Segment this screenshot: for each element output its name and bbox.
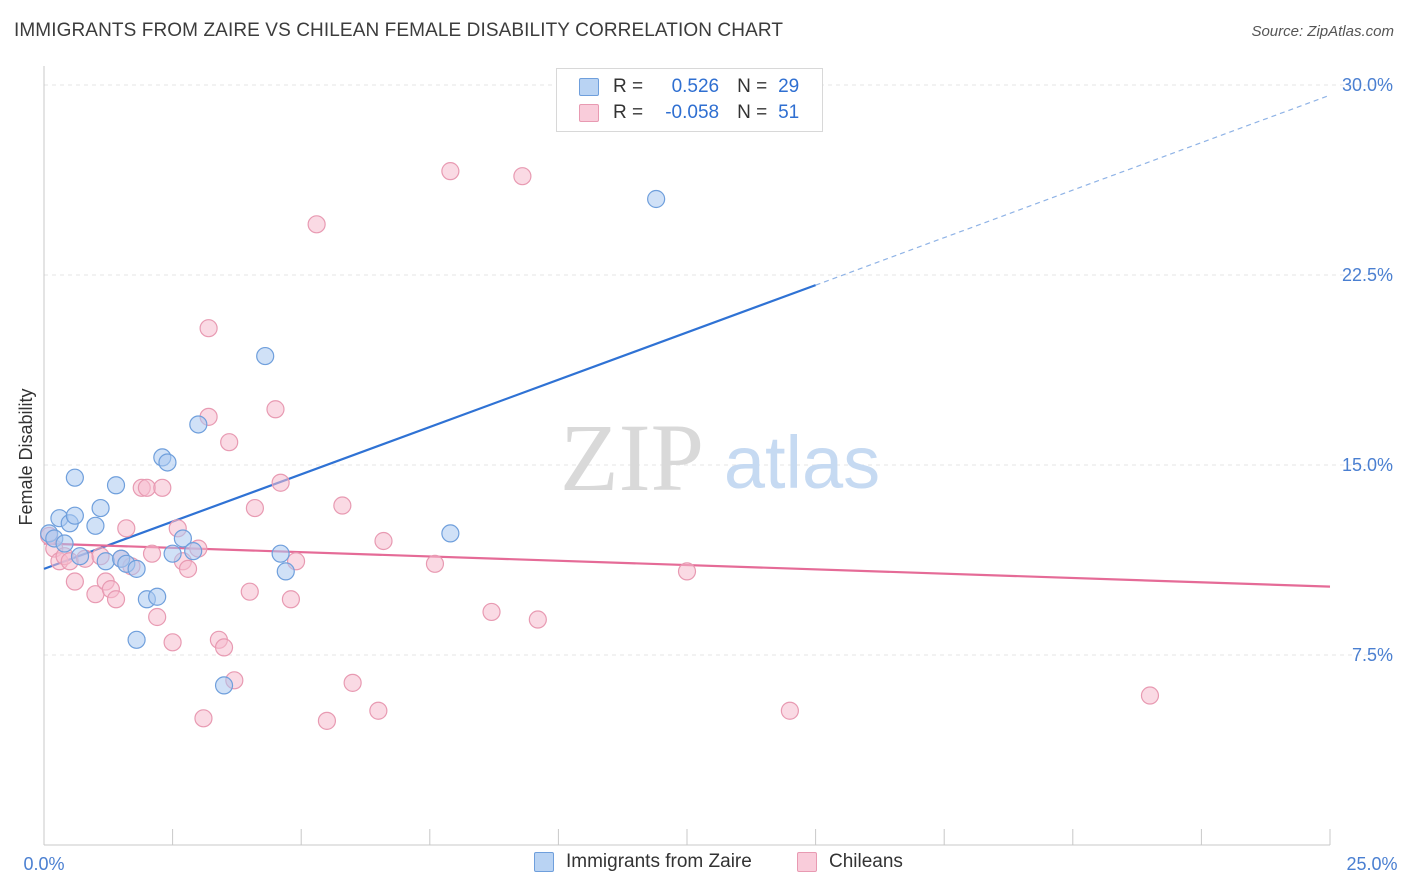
legend-swatch-pink: [579, 104, 599, 122]
legend-n-label: N =: [737, 76, 768, 97]
zaire-point: [55, 534, 74, 553]
chileans-point: [369, 701, 388, 720]
legend-r-value: 0.526: [671, 76, 720, 97]
zaire-point: [148, 587, 167, 606]
zaire-trend-extension: [815, 94, 1331, 286]
zaire-point: [65, 506, 84, 525]
series-legend-zaire: Immigrants from Zaire: [534, 851, 752, 873]
grid-lines: [44, 84, 1392, 656]
chileans-point: [343, 673, 362, 692]
series-legend-chileans: Chileans: [797, 851, 903, 873]
zaire-point: [184, 542, 203, 561]
zaire-point: [127, 630, 146, 649]
chileans-point: [178, 559, 198, 578]
zaire-point: [127, 559, 146, 578]
zaire-point: [158, 453, 177, 472]
y-tick-label: 15.0%: [1342, 455, 1393, 475]
watermark: ZIP atlas: [560, 404, 880, 511]
axes: [43, 66, 1331, 846]
chileans-point: [1140, 686, 1160, 705]
x-tick-label: 0.0%: [23, 854, 64, 874]
series-swatch-blue: [534, 852, 554, 872]
series-legend-label: Immigrants from Zaire: [566, 851, 752, 872]
zaire-point: [256, 346, 275, 366]
chileans-point: [528, 610, 547, 629]
chileans-point: [374, 531, 393, 551]
zaire-points: [40, 189, 666, 695]
zaire-point: [91, 498, 110, 518]
chileans-point: [214, 638, 234, 657]
chileans-point: [137, 478, 156, 497]
chileans-point: [307, 215, 326, 234]
zaire-point: [70, 547, 90, 566]
zaire-point: [189, 415, 208, 434]
chileans-point: [153, 478, 172, 497]
zaire-point: [106, 476, 126, 495]
zaire-point: [96, 552, 115, 571]
watermark-zip: ZIP: [560, 404, 704, 511]
series-legend-label: Chileans: [829, 851, 903, 872]
chileans-point: [65, 572, 84, 591]
series-legend: Immigrants from Zaire Chileans: [0, 851, 1406, 877]
zaire-point: [276, 562, 295, 581]
chileans-point: [281, 590, 301, 609]
trend-lines: [43, 94, 1331, 588]
chileans-point: [266, 400, 285, 419]
zaire-point: [647, 189, 666, 209]
chileans-point: [245, 498, 265, 518]
chileans-point: [271, 473, 290, 492]
legend-r-label: R =: [613, 102, 644, 123]
watermark-atlas: atlas: [724, 421, 880, 504]
legend-n-label: N =: [737, 102, 768, 123]
legend-r-label: R =: [613, 76, 644, 97]
correlation-legend: R = 0.526 N = 29 R = -0.058 N = 51: [556, 68, 823, 132]
legend-row-chileans: R = -0.058 N = 51: [579, 100, 799, 126]
y-tick-label: 30.0%: [1342, 75, 1393, 95]
legend-row-zaire: R = 0.526 N = 29: [579, 74, 799, 100]
zaire-point: [214, 676, 234, 695]
source-credit: Source: ZipAtlas.com: [1251, 23, 1394, 40]
y-tick-label: 7.5%: [1352, 645, 1393, 665]
legend-n-value: 29: [778, 76, 800, 97]
chileans-point: [677, 562, 697, 581]
chileans-point: [317, 711, 337, 730]
chileans-point: [163, 633, 182, 652]
chileans-point: [199, 319, 218, 338]
chileans-point: [106, 590, 126, 609]
y-tick-label: 22.5%: [1342, 265, 1393, 285]
zaire-point: [271, 544, 290, 563]
zaire-point: [173, 529, 192, 548]
legend-swatch-blue: [579, 78, 599, 96]
chileans-point: [117, 519, 136, 538]
chart-title: IMMIGRANTS FROM ZAIRE VS CHILEAN FEMALE …: [14, 20, 784, 41]
chileans-point: [333, 496, 352, 515]
series-swatch-pink: [797, 852, 817, 872]
zaire-point: [441, 524, 460, 543]
chileans-point: [482, 602, 501, 622]
tick-labels: 7.5% 15.0% 22.5% 30.0% 0.0% 25.0%: [23, 75, 1397, 874]
chileans-point: [148, 607, 167, 627]
chileans-point: [513, 167, 532, 186]
legend-n-value: 51: [778, 102, 800, 123]
zaire-point: [163, 544, 182, 563]
x-tick-label: 25.0%: [1346, 854, 1397, 874]
zaire-point: [86, 516, 105, 535]
y-axis-label: Female Disability: [16, 388, 36, 525]
chileans-point: [220, 433, 239, 452]
chileans-point: [142, 544, 162, 563]
chileans-point: [240, 582, 259, 601]
legend-r-value: -0.058: [665, 102, 720, 123]
chileans-point: [194, 709, 213, 728]
zaire-point: [65, 468, 84, 487]
chileans-point: [780, 701, 799, 720]
chileans-point: [425, 554, 445, 573]
chileans-point: [441, 162, 460, 181]
